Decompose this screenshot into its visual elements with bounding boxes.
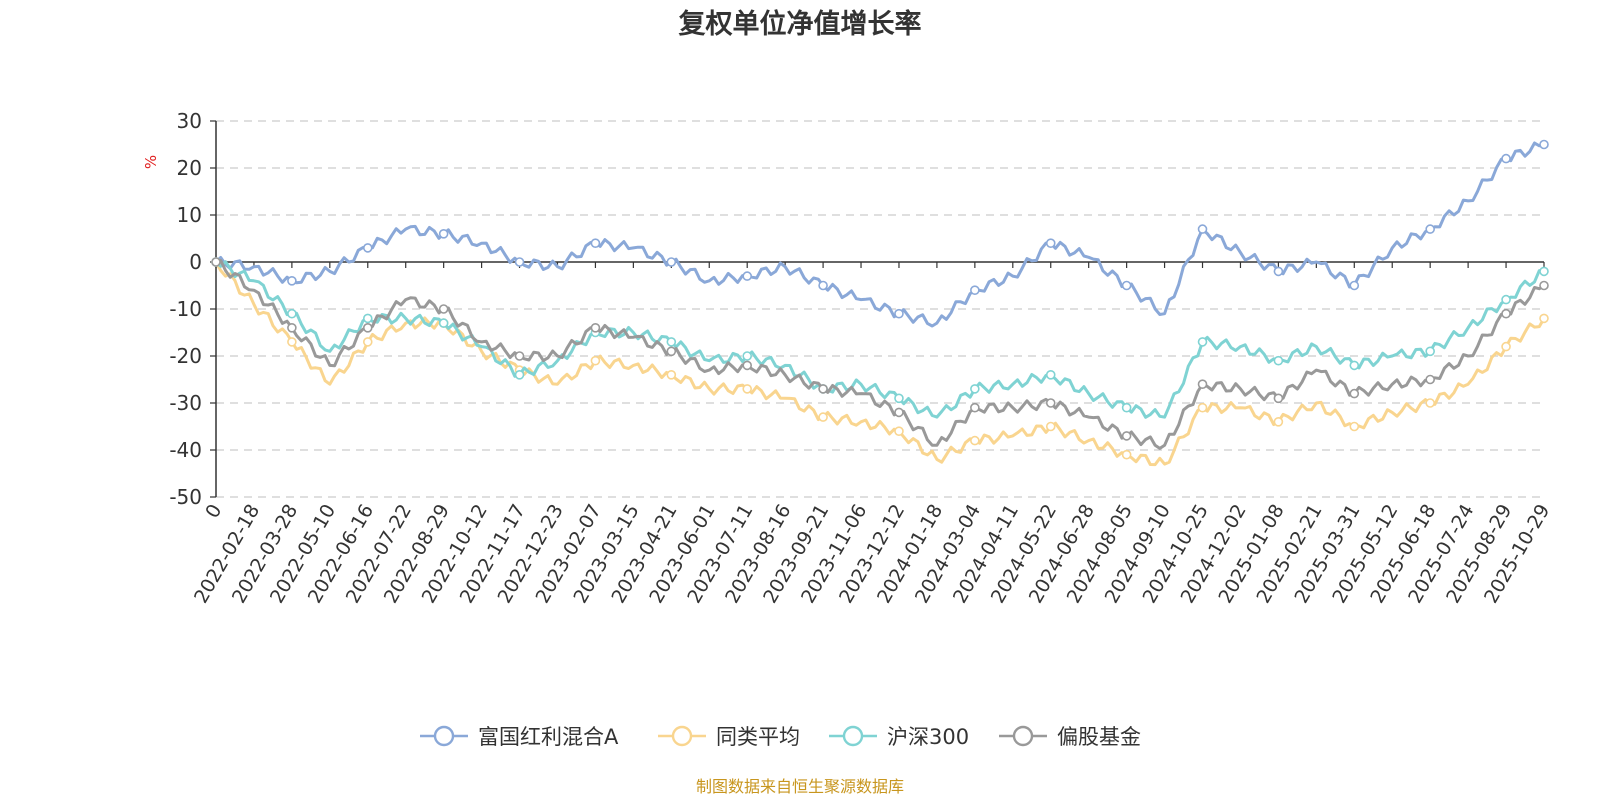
- data-point[interactable]: [1425, 224, 1435, 234]
- data-point[interactable]: [666, 346, 677, 357]
- data-point[interactable]: [1425, 346, 1435, 357]
- y-tick-label: 0: [189, 250, 202, 274]
- data-point[interactable]: [590, 322, 601, 333]
- data-point[interactable]: [818, 384, 828, 394]
- data-point[interactable]: [1539, 139, 1549, 150]
- data-point[interactable]: [742, 384, 753, 394]
- y-tick-label: -40: [169, 438, 202, 462]
- data-point[interactable]: [438, 304, 449, 314]
- legend-swatch-marker[interactable]: [671, 725, 693, 747]
- x-tick-label: 0: [201, 501, 226, 522]
- data-point[interactable]: [742, 360, 753, 371]
- data-point[interactable]: [1273, 393, 1284, 404]
- data-point[interactable]: [438, 229, 449, 239]
- data-point[interactable]: [894, 407, 904, 418]
- data-point[interactable]: [514, 369, 525, 380]
- data-point[interactable]: [1501, 153, 1511, 164]
- y-tick-labels: 30 20 10 0 -10 -20 -30 -40 -50: [169, 109, 202, 509]
- data-point[interactable]: [1349, 421, 1360, 432]
- data-point[interactable]: [742, 351, 753, 361]
- data-point[interactable]: [894, 426, 904, 437]
- data-point[interactable]: [1045, 369, 1056, 380]
- data-point[interactable]: [1045, 421, 1056, 432]
- data-point[interactable]: [1197, 379, 1208, 390]
- data-point[interactable]: [1501, 308, 1511, 319]
- data-point[interactable]: [287, 275, 297, 286]
- legend-label[interactable]: 富国红利混合A: [478, 725, 619, 749]
- series-line[interactable]: [215, 258, 1545, 450]
- series-line[interactable]: [214, 260, 1545, 419]
- y-tick-label: -30: [169, 391, 202, 415]
- data-point[interactable]: [1539, 280, 1549, 291]
- data-point[interactable]: [1349, 360, 1360, 371]
- data-point[interactable]: [666, 337, 677, 347]
- data-point[interactable]: [894, 393, 904, 404]
- y-axis-unit-label: %: [142, 155, 160, 169]
- legend-label[interactable]: 沪深300: [887, 725, 969, 749]
- data-point[interactable]: [1425, 374, 1435, 385]
- data-point[interactable]: [1501, 341, 1511, 352]
- data-point[interactable]: [1121, 402, 1132, 413]
- y-tick-label: 20: [177, 156, 202, 180]
- legend[interactable]: 富国红利混合A 同类平均 沪深300 偏股基金: [420, 725, 1141, 749]
- data-point[interactable]: [742, 271, 753, 281]
- legend-swatch-marker[interactable]: [433, 725, 455, 747]
- data-point[interactable]: [1539, 313, 1549, 324]
- data-point[interactable]: [362, 313, 373, 324]
- data-point[interactable]: [287, 322, 297, 333]
- data-point[interactable]: [362, 322, 373, 333]
- legend-swatch-marker[interactable]: [842, 725, 864, 747]
- data-point[interactable]: [362, 337, 373, 347]
- x-tick-labels: 02022-02-182022-03-282022-05-102022-06-1…: [190, 500, 1554, 607]
- data-point[interactable]: [818, 412, 828, 422]
- data-point[interactable]: [1121, 280, 1132, 291]
- data-point[interactable]: [287, 337, 297, 347]
- data-point[interactable]: [1197, 402, 1208, 413]
- data-point[interactable]: [590, 355, 601, 366]
- y-tick-label: 30: [177, 109, 202, 133]
- data-point[interactable]: [1425, 398, 1435, 408]
- data-point[interactable]: [970, 435, 980, 446]
- data-point[interactable]: [894, 308, 904, 319]
- data-point[interactable]: [362, 243, 373, 253]
- data-point[interactable]: [970, 402, 980, 413]
- data-point[interactable]: [514, 257, 525, 267]
- data-point[interactable]: [1501, 294, 1511, 305]
- series-line[interactable]: [214, 261, 1546, 467]
- data-point[interactable]: [438, 318, 449, 328]
- y-tick-label: 10: [177, 203, 202, 227]
- chart-title: 复权单位净值增长率: [679, 8, 922, 40]
- series-lines: [211, 139, 1549, 467]
- data-point[interactable]: [1197, 224, 1208, 234]
- y-tick-label: -50: [169, 485, 202, 509]
- data-point[interactable]: [1539, 266, 1549, 277]
- y-tick-label: -10: [169, 297, 202, 321]
- data-point[interactable]: [1045, 398, 1056, 408]
- data-point[interactable]: [1273, 416, 1284, 427]
- series-line[interactable]: [214, 141, 1545, 328]
- data-point[interactable]: [1121, 431, 1132, 441]
- data-point[interactable]: [1349, 388, 1360, 399]
- data-point[interactable]: [1045, 238, 1056, 248]
- data-point[interactable]: [818, 280, 828, 291]
- data-point[interactable]: [1197, 337, 1208, 347]
- legend-swatch-marker[interactable]: [1012, 725, 1034, 747]
- data-point[interactable]: [970, 285, 980, 296]
- data-point[interactable]: [1273, 266, 1284, 277]
- data-point[interactable]: [287, 308, 297, 319]
- data-point[interactable]: [1121, 449, 1132, 460]
- data-point[interactable]: [1273, 355, 1284, 366]
- legend-label[interactable]: 同类平均: [716, 725, 800, 749]
- data-point[interactable]: [211, 257, 221, 267]
- legend-label[interactable]: 偏股基金: [1057, 725, 1141, 749]
- data-point[interactable]: [590, 238, 601, 248]
- data-point[interactable]: [514, 351, 525, 361]
- source-note: 制图数据来自恒生聚源数据库: [696, 777, 904, 796]
- data-point[interactable]: [1349, 280, 1360, 291]
- data-point[interactable]: [970, 384, 980, 394]
- y-tick-label: -20: [169, 344, 202, 368]
- data-point[interactable]: [666, 369, 677, 380]
- data-point[interactable]: [666, 257, 677, 267]
